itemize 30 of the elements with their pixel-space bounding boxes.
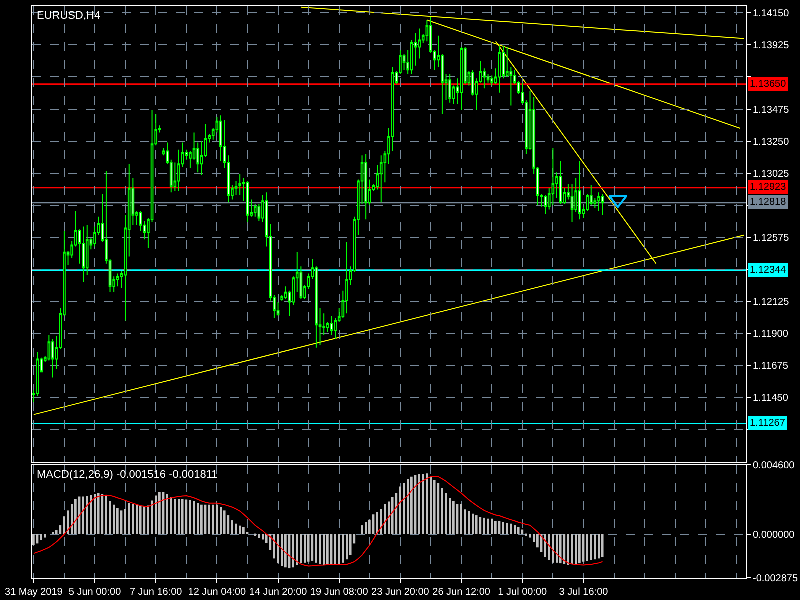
y-tick-label: 1.13025	[753, 168, 790, 180]
y-tick-label: -0.002875	[753, 574, 798, 584]
y-tick-label: 1.12575	[753, 232, 790, 244]
x-tick-label: 1 Jul 00:00	[498, 587, 548, 598]
y-tick-label: 1.13925	[753, 40, 790, 52]
x-tick-label: 19 Jun 08:00	[310, 587, 369, 598]
y-tick-label: 1.14150	[753, 8, 790, 20]
y-tick-label: 1.11450	[753, 393, 789, 404]
x-tick-label: 14 Jun 20:00	[249, 587, 308, 598]
ref-line-label: 1.12818	[750, 197, 787, 208]
x-tick-label: 3 Jul 16:00	[559, 587, 609, 598]
y-tick-label: 1.11675	[753, 361, 789, 372]
x-tick-label: 26 Jun 12:00	[432, 587, 491, 598]
y-tick-label: 0.000000	[753, 530, 796, 541]
ref-line-label: 1.12344	[750, 265, 787, 276]
y-tick-label: 0.004600	[753, 460, 796, 472]
ref-line-label: 1.11267	[750, 418, 786, 429]
x-tick-label: 5 Jun 00:00	[68, 587, 122, 598]
x-tick-label: 31 May 2019	[4, 587, 64, 598]
ref-line-label: 1.12923	[750, 182, 787, 193]
y-tick-label: 1.13475	[753, 104, 790, 116]
x-tick-label: 7 Jun 16:00	[130, 587, 183, 598]
y-tick-label: 1.13250	[753, 136, 790, 148]
y-tick-label: 1.12125	[753, 297, 790, 308]
x-tick-label: 12 Jun 04:00	[188, 587, 247, 598]
chart-title: EURUSD,H4	[37, 10, 101, 22]
ref-line-label: 1.13650	[750, 79, 787, 90]
y-tick-label: 1.11900	[753, 329, 789, 340]
chart-title: MACD(12,26,9) -0.001516 -0.001811	[37, 469, 218, 481]
x-tick-label: 23 Jun 20:00	[372, 587, 430, 598]
